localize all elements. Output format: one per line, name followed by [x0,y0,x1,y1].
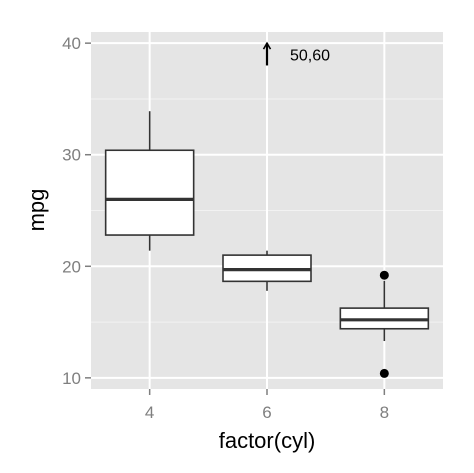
outlier-point [379,368,389,378]
y-tick-label: 20 [62,257,81,276]
outlier-point [379,270,389,280]
x-tick-label: 6 [262,403,271,422]
x-axis-title: factor(cyl) [219,428,316,453]
boxes [104,111,430,378]
y-tick-label: 40 [62,34,81,53]
x-tick-label: 8 [380,403,389,422]
y-tick-label: 30 [62,146,81,165]
annotation: 50,60 [262,41,330,66]
y-tick-label: 10 [62,369,81,388]
x-tick-label: 4 [145,403,154,422]
box-iqr [104,149,195,236]
axes: 10 20 30 40 4 6 8 [62,34,389,422]
y-axis-title: mpg [24,189,49,232]
annotation-label: 50,60 [290,47,330,64]
annotation-arrow-head [262,41,272,50]
